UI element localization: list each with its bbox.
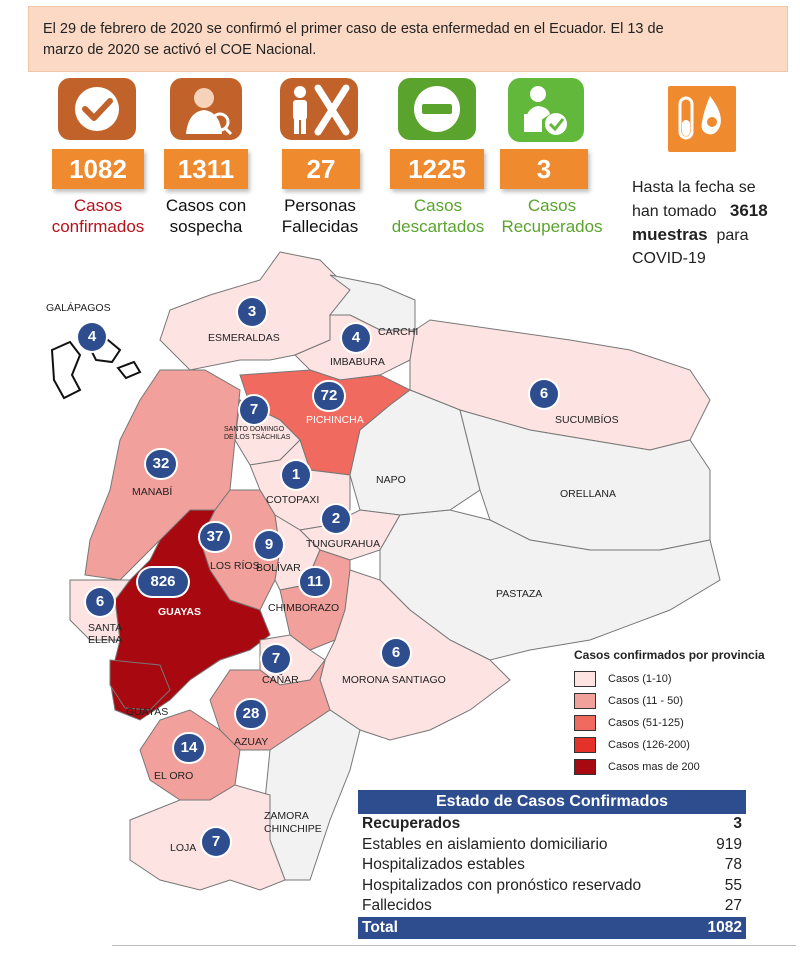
suspected-label: Casos con sospecha — [165, 196, 247, 236]
banner-line-2: marzo de 2020 se activó el COE Nacional. — [43, 42, 317, 58]
recovered-person-icon — [508, 78, 584, 142]
status-row: Hospitalizados con pronóstico reservado 5… — [362, 876, 742, 894]
deceased-label: Personas Fallecidas — [281, 196, 359, 236]
deceased-count: 27 — [282, 149, 360, 189]
province-galapagos — [50, 340, 82, 400]
confirmed-count: 1082 — [52, 149, 144, 189]
discarded-label: Casos descartados — [391, 196, 485, 236]
banner-line-1: El 29 de febrero de 2020 se confirmó el … — [43, 21, 664, 37]
recovered-count: 3 — [500, 149, 588, 189]
status-row: Hospitalizados estables 78 — [362, 856, 742, 873]
minus-icon — [398, 78, 476, 140]
discarded-count: 1225 — [390, 149, 484, 189]
footer-divider — [112, 945, 796, 946]
samples-count: 3618 — [729, 201, 768, 220]
status-row: Estables en aislamiento domiciliario 919 — [362, 835, 742, 853]
status-row: Recuperados 3 — [362, 815, 742, 832]
checkmark-icon — [58, 78, 136, 140]
status-table: Estado de Casos Confirmados Recuperados 3… — [358, 790, 746, 939]
legend-item: Casos (1-10) — [574, 668, 800, 690]
legend-item: Casos (51-125) — [574, 712, 800, 734]
legend-item: Casos (11 - 50) — [574, 690, 800, 712]
province-loja — [129, 784, 286, 891]
samples-text: Hasta la fecha se han tomado 3618 muestr… — [632, 179, 768, 267]
status-total-row: Total 1082 — [358, 916, 746, 939]
province-guayas-island — [109, 659, 171, 711]
status-table-title: Estado de Casos Confirmados — [358, 790, 746, 814]
status-row: Fallecidos 27 — [362, 897, 742, 914]
recovered-label: Casos Recuperados — [501, 196, 603, 236]
intro-banner: El 29 de febrero de 2020 se confirmó el … — [28, 6, 788, 72]
deceased-person-icon — [280, 78, 358, 140]
province-morona-santiago — [319, 569, 511, 741]
legend-item: Casos (126-200) — [574, 734, 800, 756]
suspected-count: 1311 — [164, 149, 248, 189]
ecuador-map — [50, 251, 721, 891]
legend-item: Casos mas de 200 — [574, 756, 800, 778]
confirmed-label: Casos confirmados — [51, 196, 145, 236]
map-legend: Casos confirmados por provincia Casos (1… — [574, 648, 800, 778]
doctor-icon — [170, 78, 242, 140]
test-tube-icon — [668, 86, 736, 152]
legend-title: Casos confirmados por provincia — [574, 648, 765, 662]
